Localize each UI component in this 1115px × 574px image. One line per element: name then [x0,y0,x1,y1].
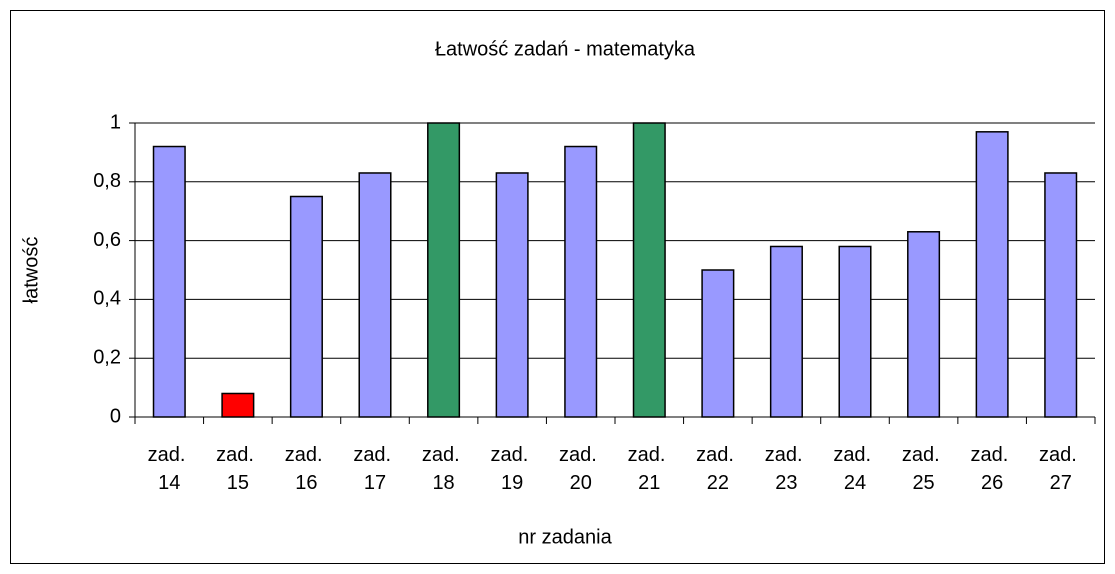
y-tick-label: 0 [110,405,121,427]
x-axis-label: nr zadania [518,526,612,548]
x-tick-label: zad. 27 [1039,444,1082,494]
x-tick-label: zad. 15 [216,444,259,494]
bar [427,122,461,418]
bar [152,145,186,418]
bar [1044,172,1078,418]
y-axis-label: łatwość [20,237,42,304]
x-tick-label: zad. 24 [833,444,876,494]
bar [564,145,598,418]
x-tick-label: zad. 20 [559,444,602,494]
x-tick-label: zad. 17 [353,444,396,494]
bar [632,122,666,418]
chart-title: Łatwość zadań - matematyka [435,38,696,60]
y-tick-label: 1 [110,111,121,133]
x-tick-label: zad. 22 [696,444,739,494]
x-tick-label: zad. 26 [970,444,1013,494]
bar [907,231,941,418]
x-tick-label: zad. 14 [148,444,191,494]
bar [289,195,323,418]
bar [358,172,392,418]
y-tick-label: 0,6 [93,229,121,251]
x-tick-label: zad. 23 [765,444,808,494]
x-tick-label: zad. 16 [285,444,328,494]
bar [701,269,735,418]
y-tick-label: 0,2 [93,346,121,368]
bar [769,245,803,418]
bar [838,245,872,418]
x-tick-label: zad. 18 [422,444,465,494]
y-tick-label: 0,8 [93,170,121,192]
y-tick-label: 0,4 [93,288,121,310]
x-tick-label: zad. 21 [628,444,671,494]
bar [975,131,1009,418]
bar [221,392,255,418]
bar [495,172,529,418]
x-tick-label: zad. 19 [490,444,533,494]
x-tick-label: zad. 25 [902,444,945,494]
